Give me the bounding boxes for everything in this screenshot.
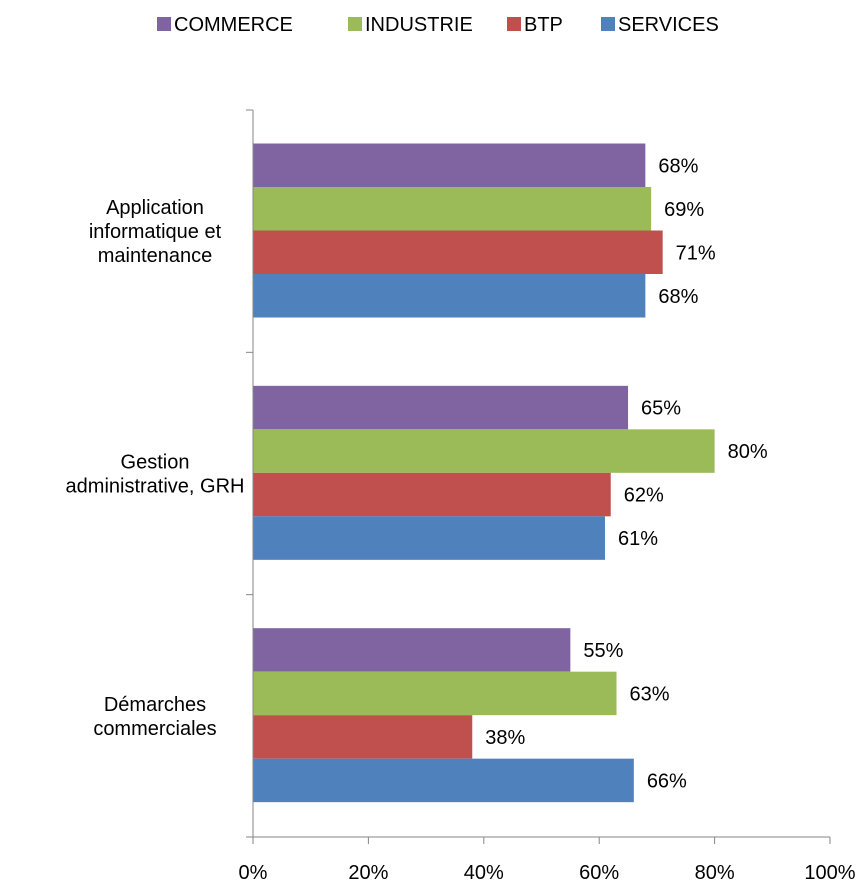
category-label-2: Démarches commerciales: [93, 694, 216, 740]
category-labels: Application informatique et maintenance Ges…: [66, 197, 245, 740]
legend-swatch-commerce: [157, 17, 171, 31]
data-label-btp-2: 38%: [485, 727, 525, 749]
axes: [246, 109, 831, 844]
bar-industrie-0: [253, 187, 652, 231]
bar-services-0: [253, 274, 646, 318]
bar-industrie-1: [253, 429, 715, 473]
data-label-btp-1: 62%: [624, 485, 664, 507]
x-tick-label: 20%: [348, 862, 388, 884]
data-label-btp-0: 71%: [676, 242, 716, 264]
data-labels: 68% 69% 71% 68% 65% 80% 62% 61% 55% 63% 38% 66%: [485, 155, 768, 792]
bar-services-1: [253, 516, 605, 560]
bar-services-2: [253, 758, 634, 803]
x-tick-label: 100%: [804, 862, 855, 884]
data-label-industrie-2: 63%: [630, 683, 670, 705]
bar-btp-0: [253, 230, 663, 274]
data-label-services-1: 61%: [618, 528, 658, 550]
bar-commerce-1: [253, 385, 629, 430]
legend-swatch-services: [601, 17, 615, 31]
data-label-commerce-2: 55%: [583, 640, 623, 662]
bar-btp-1: [253, 472, 611, 517]
legend-label-btp: BTP: [524, 14, 563, 36]
x-tick-label: 0%: [239, 862, 268, 884]
data-label-services-2: 66%: [647, 770, 687, 792]
category-label-0: Application informatique et maintenance: [89, 197, 222, 267]
legend-label-industrie: INDUSTRIE: [365, 14, 473, 36]
bar-btp-2: [253, 715, 473, 759]
legend-swatch-industrie: [348, 17, 362, 31]
x-tick-label: 60%: [579, 862, 619, 884]
data-label-industrie-1: 80%: [728, 441, 768, 463]
legend-label-commerce: COMMERCE: [174, 14, 293, 36]
legend-label-services: SERVICES: [618, 14, 719, 36]
legend-swatch-btp: [507, 17, 521, 31]
x-tick-label: 40%: [464, 862, 504, 884]
bar-industrie-2: [253, 671, 617, 716]
category-label-1: Gestion administrative, GRH: [66, 452, 245, 498]
data-label-commerce-1: 65%: [641, 398, 681, 420]
data-label-services-0: 68%: [658, 286, 698, 308]
data-label-commerce-0: 68%: [658, 155, 698, 177]
legend: COMMERCE INDUSTRIE BTP SERVICES: [157, 14, 719, 36]
x-tick-label: 80%: [695, 862, 735, 884]
bar-commerce-0: [253, 143, 646, 187]
bars: [253, 143, 715, 803]
data-label-industrie-0: 69%: [664, 199, 704, 221]
bar-commerce-2: [253, 628, 571, 672]
x-tick-labels: 0% 20% 40% 60% 80% 100%: [239, 862, 856, 884]
